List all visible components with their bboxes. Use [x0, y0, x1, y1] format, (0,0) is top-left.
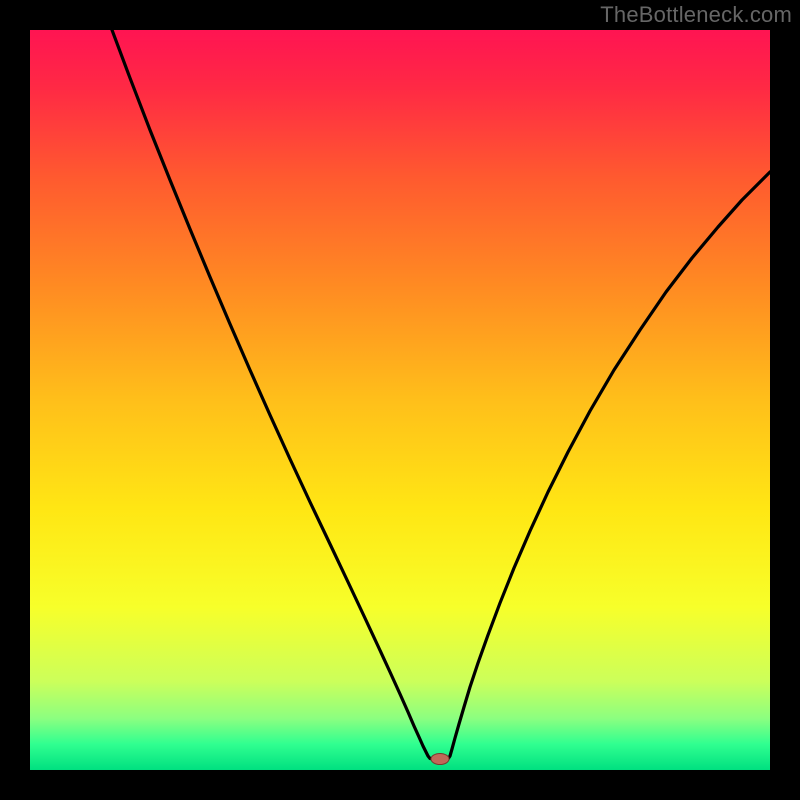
- gradient-background: [30, 30, 770, 770]
- chart-frame: TheBottleneck.com: [0, 0, 800, 800]
- plot-area: [30, 30, 770, 770]
- watermark-text: TheBottleneck.com: [600, 2, 792, 28]
- minimum-marker: [431, 754, 449, 765]
- chart-svg: [30, 30, 770, 770]
